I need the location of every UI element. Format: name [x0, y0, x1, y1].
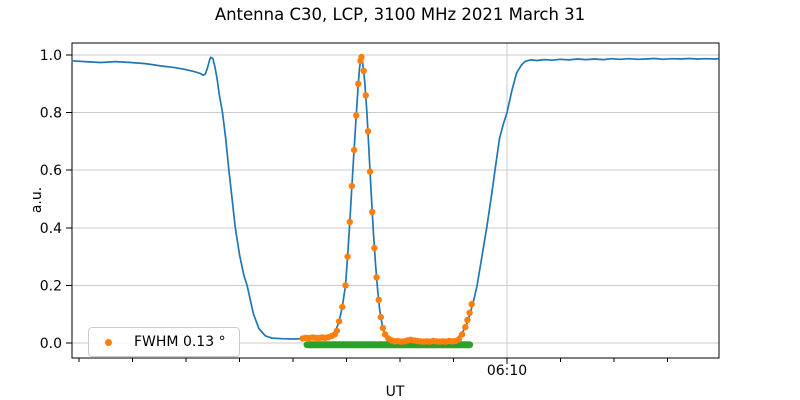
fit-marker — [344, 253, 351, 260]
legend: FWHM 0.13 ° — [88, 327, 240, 357]
y-tick-label: 0.2 — [40, 278, 62, 294]
fit-marker — [333, 327, 341, 335]
fit-marker — [369, 208, 376, 216]
fit-marker — [373, 274, 380, 281]
x-axis-label: UT — [385, 384, 405, 400]
fit-marker — [464, 316, 471, 324]
fit-marker — [355, 80, 362, 88]
fit-marker — [379, 324, 387, 332]
chart-title: Antenna C30, LCP, 3100 MHz 2021 March 31 — [214, 5, 586, 24]
fit-marker — [342, 282, 349, 289]
y-tick-label: 1.0 — [40, 48, 62, 64]
fit-marker — [377, 313, 384, 321]
fit-marker — [468, 300, 475, 308]
fit-marker — [358, 53, 365, 61]
fit-marker — [339, 303, 346, 311]
fit-marker — [362, 92, 369, 99]
fit-marker — [366, 168, 374, 175]
fit-marker — [360, 67, 367, 75]
x-tick-label: 06:10 — [486, 363, 528, 379]
fit-marker — [466, 309, 473, 316]
fit-marker — [371, 244, 378, 252]
fit-marker — [346, 218, 353, 226]
fit-marker — [462, 324, 469, 331]
legend-label: FWHM 0.13 ° — [134, 334, 226, 350]
fit-marker — [353, 112, 360, 119]
fit-marker — [455, 336, 463, 343]
fit-marker — [364, 128, 372, 135]
y-axis-label: a.u. — [29, 186, 45, 214]
fit-marker — [350, 146, 358, 154]
fit-marker — [458, 331, 466, 338]
drift-scan-line — [71, 56, 719, 343]
fit-marker — [335, 318, 343, 325]
fit-marker — [375, 296, 382, 303]
y-tick-label: 0.8 — [40, 106, 62, 122]
y-tick-label: 0.4 — [40, 221, 62, 237]
y-tick-label: 0.0 — [40, 336, 62, 352]
y-tick-label: 0.6 — [40, 163, 62, 179]
fit-marker — [348, 182, 356, 190]
legend-marker-icon — [105, 338, 112, 346]
axes-spines — [71, 42, 720, 359]
